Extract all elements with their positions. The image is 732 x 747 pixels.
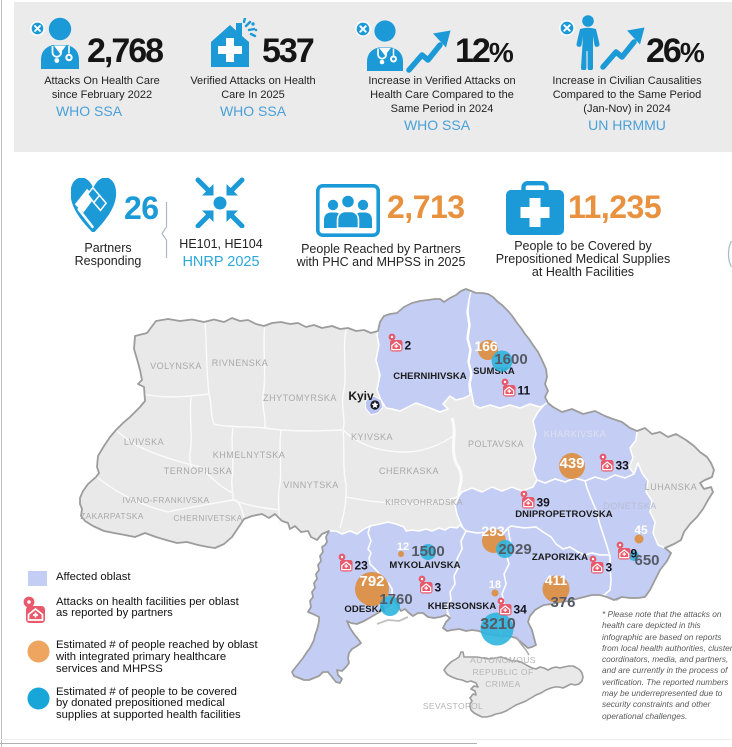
svg-text:411: 411 (545, 572, 568, 588)
svg-text:KHMELNYTSKA: KHMELNYTSKA (213, 450, 286, 460)
svg-text:23: 23 (355, 559, 369, 573)
svg-text:LUHANSKA: LUHANSKA (645, 482, 698, 492)
svg-text:RIVNENSKA: RIVNENSKA (212, 358, 269, 368)
svg-text:439: 439 (559, 455, 584, 472)
svg-text:2: 2 (405, 339, 412, 353)
svg-text:3: 3 (606, 561, 613, 575)
svg-text:34: 34 (514, 603, 528, 617)
svg-text:KYIVSKA: KYIVSKA (351, 432, 393, 442)
svg-text:LVIVSKA: LVIVSKA (124, 437, 164, 447)
svg-text:KHARKIVSKA: KHARKIVSKA (544, 429, 607, 439)
svg-text:CHERKASKA: CHERKASKA (379, 466, 439, 476)
svg-text:TERNOPILSKA: TERNOPILSKA (164, 466, 233, 476)
svg-text:650: 650 (634, 552, 659, 569)
svg-text:45: 45 (634, 523, 648, 537)
svg-text:1500: 1500 (411, 543, 444, 560)
svg-text:12: 12 (397, 541, 409, 553)
svg-text:SEVASTOPOL: SEVASTOPOL (423, 701, 483, 711)
svg-text:DNIPROPETROVSKA: DNIPROPETROVSKA (515, 509, 613, 520)
svg-text:3: 3 (435, 581, 442, 595)
svg-text:CRIMEA: CRIMEA (485, 679, 520, 689)
svg-text:166: 166 (474, 338, 498, 354)
svg-text:33: 33 (616, 459, 630, 473)
svg-text:ZAPORIZKA: ZAPORIZKA (532, 552, 588, 563)
svg-text:3210: 3210 (480, 616, 516, 633)
svg-text:11: 11 (518, 384, 531, 398)
svg-text:ZHYTOMYRSKA: ZHYTOMYRSKA (263, 393, 337, 403)
svg-text:DONETSKA: DONETSKA (603, 501, 657, 511)
svg-text:39: 39 (537, 496, 551, 510)
svg-text:IVANO-FRANKIVSKA: IVANO-FRANKIVSKA (123, 495, 210, 505)
svg-text:CHERNIHIVSKA: CHERNIHIVSKA (393, 371, 467, 382)
svg-text:CHERNIVETSKA: CHERNIVETSKA (173, 513, 242, 523)
svg-text:REPUBLIC OF: REPUBLIC OF (472, 667, 533, 677)
svg-text:KHERSONSKA: KHERSONSKA (428, 601, 497, 612)
svg-text:SUMSKA: SUMSKA (473, 366, 515, 377)
svg-text:1600: 1600 (494, 351, 527, 368)
svg-text:AUTONOMOUS: AUTONOMOUS (470, 655, 536, 665)
svg-text:MYKOLAIVSKA: MYKOLAIVSKA (389, 560, 460, 571)
svg-text:ODESKA: ODESKA (344, 604, 385, 615)
svg-text:VOLYNSKA: VOLYNSKA (150, 361, 202, 371)
svg-text:VINNYTSKA: VINNYTSKA (283, 480, 339, 490)
svg-text:POLTAVSKA: POLTAVSKA (468, 439, 524, 449)
svg-text:792: 792 (359, 573, 384, 590)
svg-text:KIROVOHRADSKA: KIROVOHRADSKA (385, 497, 463, 507)
svg-text:ZAKARPATSKA: ZAKARPATSKA (80, 511, 144, 521)
svg-text:2029: 2029 (498, 541, 531, 558)
svg-text:9: 9 (631, 547, 638, 561)
svg-text:376: 376 (550, 594, 575, 611)
svg-text:Kyiv: Kyiv (348, 389, 374, 403)
svg-text:1760: 1760 (379, 591, 412, 608)
svg-text:18: 18 (489, 579, 501, 591)
svg-text:293: 293 (481, 523, 505, 539)
